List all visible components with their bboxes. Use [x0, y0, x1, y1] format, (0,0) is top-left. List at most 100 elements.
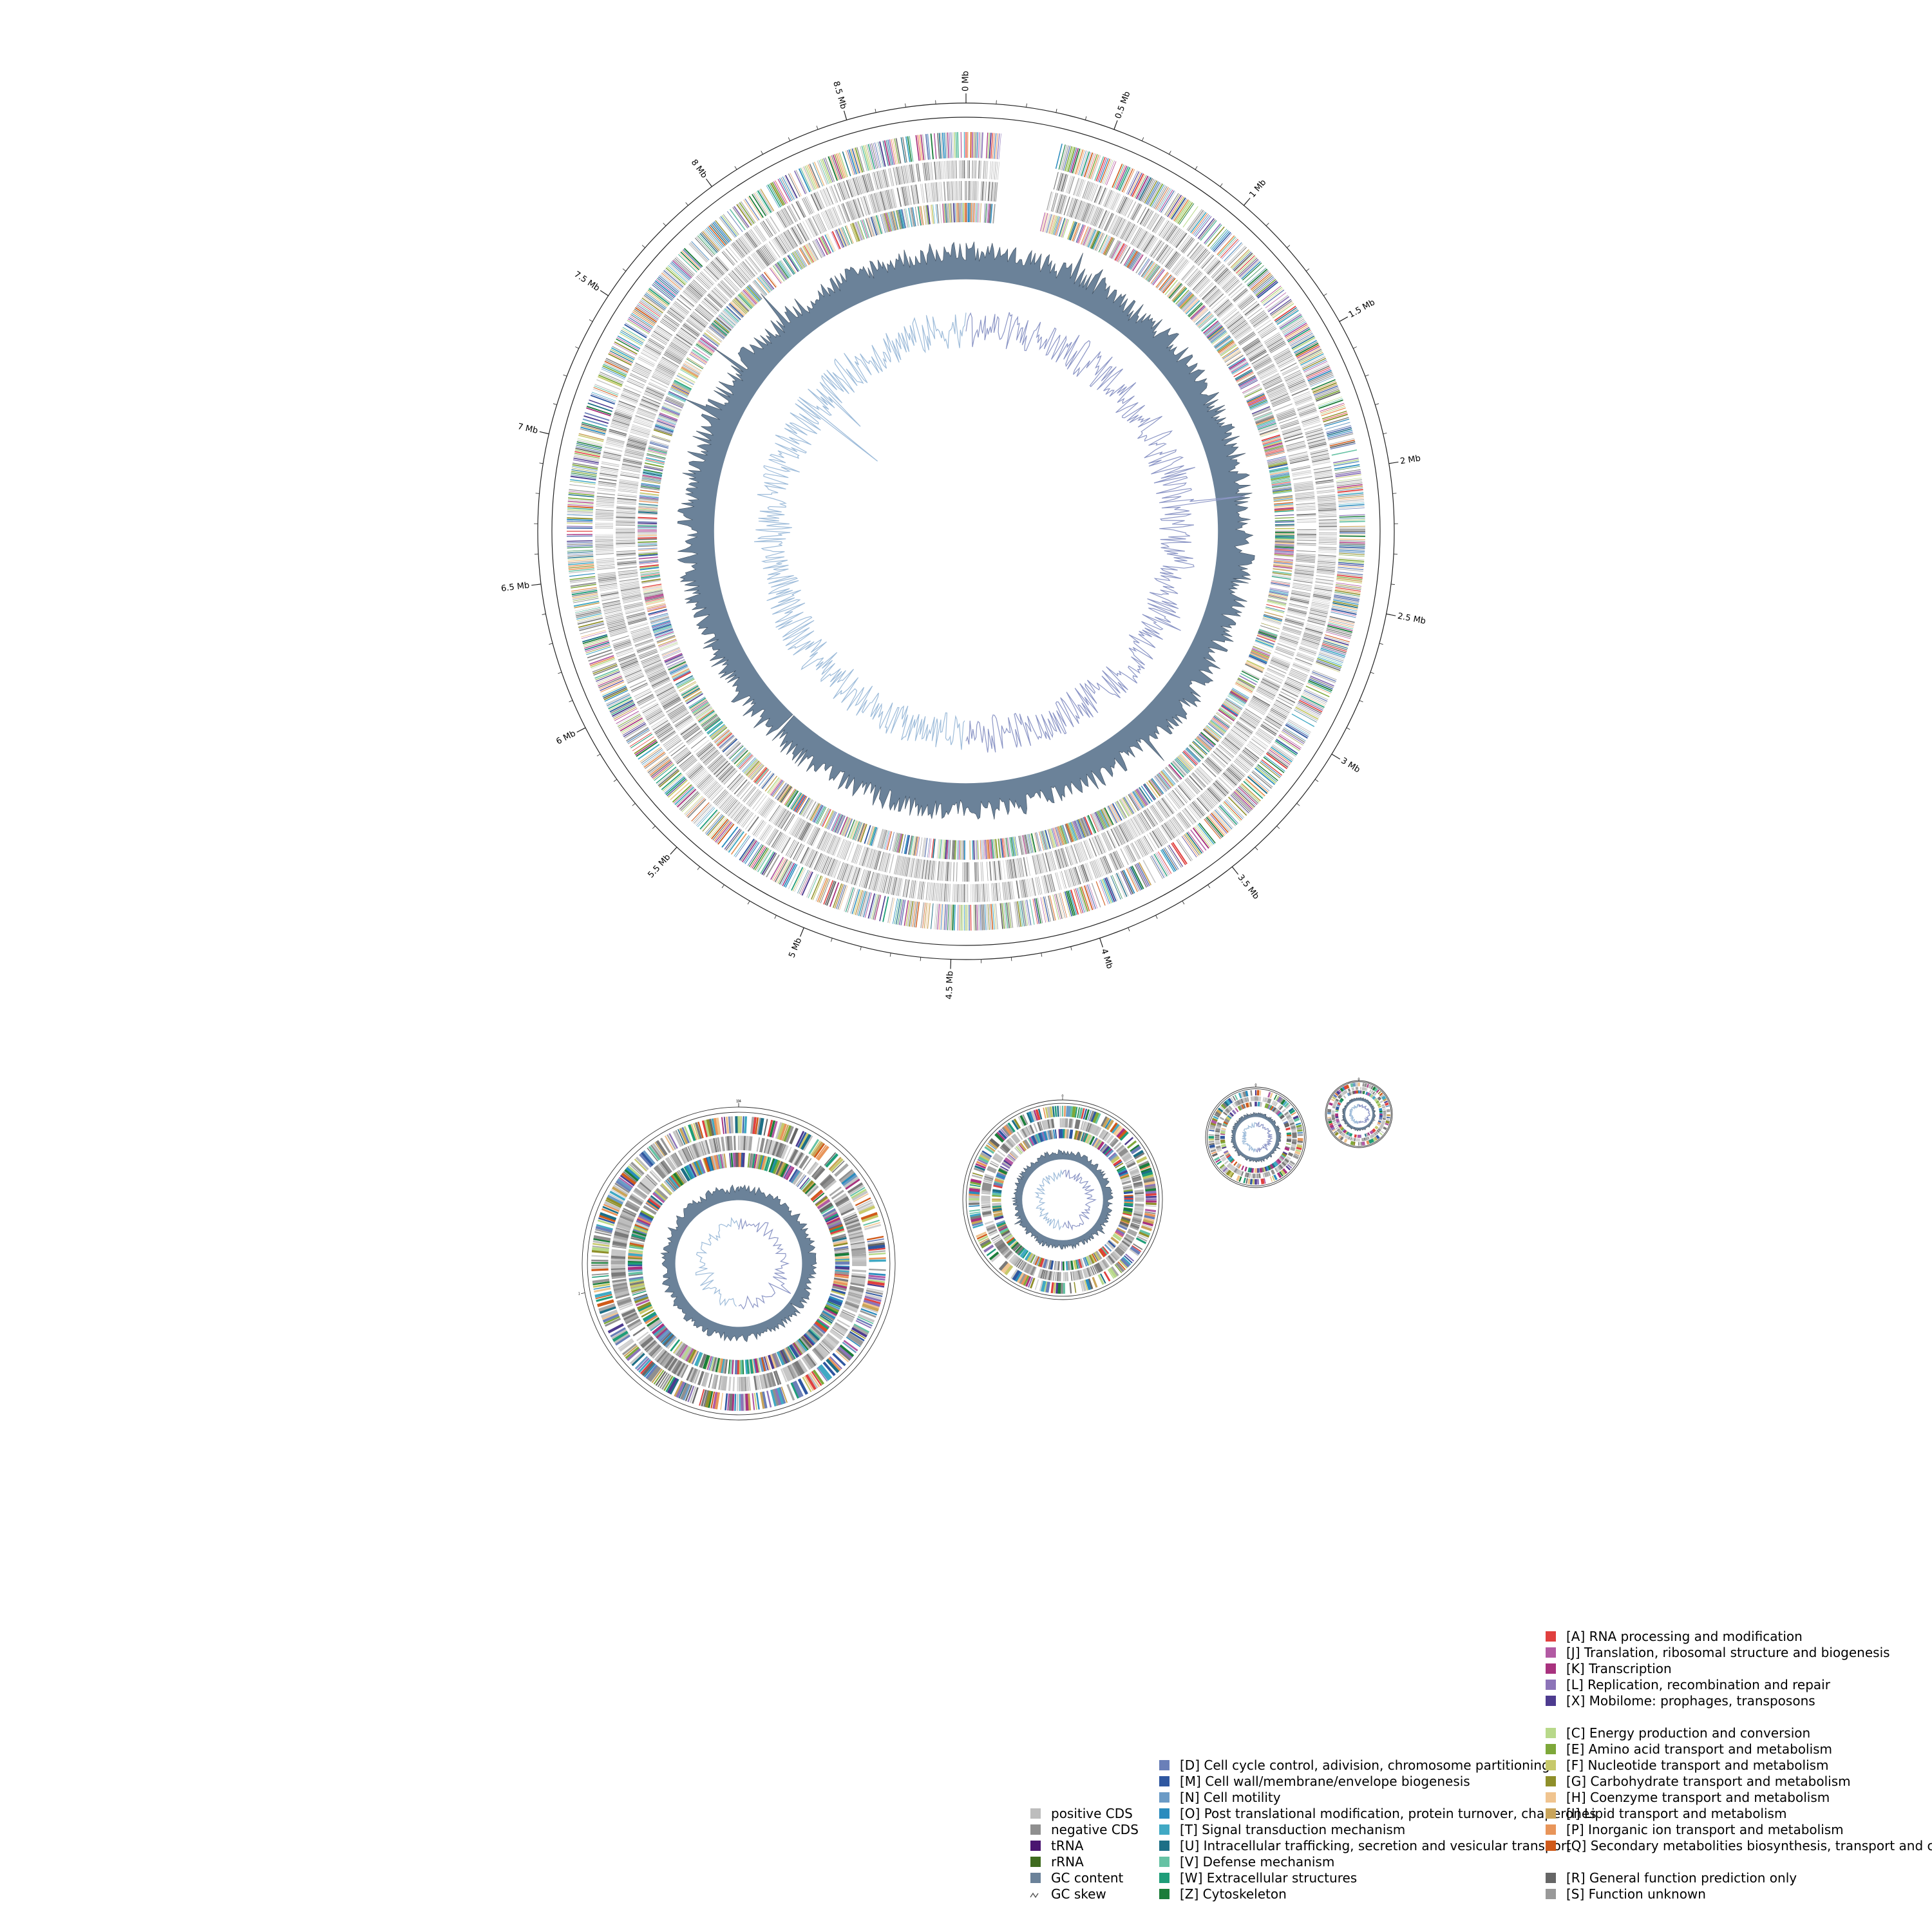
feature-mark	[925, 903, 929, 929]
feature-mark	[632, 736, 654, 752]
feature-mark	[574, 449, 601, 456]
feature-mark	[645, 709, 662, 719]
feature-mark	[1204, 761, 1218, 775]
feature-mark	[1222, 772, 1237, 786]
feature-mark	[1335, 472, 1361, 478]
feature-mark	[1177, 785, 1191, 801]
feature-mark	[1077, 201, 1086, 220]
feature-mark	[952, 904, 954, 931]
feature-mark	[717, 316, 732, 330]
feature-mark	[676, 334, 693, 346]
feature-mark	[887, 897, 894, 923]
feature-mark	[1171, 790, 1185, 806]
feature-mark	[683, 364, 700, 375]
feature-mark	[612, 416, 631, 423]
feature-mark	[853, 147, 862, 173]
feature-mark	[1238, 754, 1254, 767]
feature-mark	[1076, 887, 1085, 913]
feature-mark	[604, 446, 623, 452]
feature-mark	[1213, 782, 1227, 797]
feature-mark	[915, 858, 920, 878]
feature-mark	[1339, 546, 1365, 549]
feature-mark	[1316, 571, 1335, 576]
feature-mark	[1305, 430, 1323, 437]
feature-mark	[1114, 243, 1125, 261]
feature-mark	[1223, 349, 1240, 361]
feature-mark	[643, 587, 663, 592]
feature-mark	[875, 851, 882, 870]
feature-mark	[846, 225, 854, 244]
feature-mark	[1076, 149, 1085, 175]
feature-mark	[927, 133, 931, 160]
feature-mark	[668, 345, 686, 357]
feature-mark	[927, 860, 931, 880]
feature-mark	[731, 747, 746, 762]
feature-mark	[1145, 263, 1157, 280]
feature-mark	[1273, 560, 1293, 564]
feature-mark	[816, 238, 826, 256]
feature-mark	[1260, 429, 1279, 437]
minor-tick	[569, 700, 573, 703]
gc-content-track	[677, 242, 1255, 820]
feature-mark	[845, 202, 853, 221]
feature-mark	[774, 859, 788, 882]
forward-cog-ring	[591, 1116, 886, 1411]
feature-mark	[1046, 852, 1052, 871]
feature-mark	[843, 864, 850, 882]
feature-mark	[1232, 288, 1247, 301]
feature-mark	[652, 621, 671, 629]
feature-mark	[1256, 689, 1274, 699]
feature-mark	[1218, 777, 1233, 791]
feature-mark	[1157, 220, 1168, 236]
feature-mark	[1026, 900, 1032, 925]
feature-mark	[1194, 826, 1211, 848]
feature-mark	[604, 690, 629, 702]
feature-mark	[661, 272, 682, 290]
feature-mark	[1216, 712, 1232, 725]
feature-mark	[638, 507, 658, 510]
tick-label: 1.4	[736, 1099, 741, 1103]
feature-mark	[1265, 607, 1285, 614]
feature-mark	[873, 142, 880, 168]
feature-mark	[650, 615, 669, 621]
feature-mark	[1151, 778, 1164, 794]
feature-mark	[1337, 486, 1363, 490]
feature-mark	[681, 793, 701, 812]
feature-mark	[867, 826, 875, 846]
feature-mark	[833, 838, 842, 857]
feature-mark	[993, 861, 997, 881]
feature-mark	[1086, 862, 1094, 880]
feature-mark	[919, 881, 922, 900]
feature-mark	[812, 193, 821, 211]
feature-mark	[567, 546, 593, 549]
feature-mark	[1192, 275, 1206, 290]
feature-mark	[568, 494, 594, 498]
feature-mark	[840, 182, 848, 200]
feature-mark	[1298, 649, 1316, 656]
feature-mark	[994, 883, 997, 902]
feature-mark	[850, 149, 858, 174]
feature-mark	[654, 370, 672, 381]
feature-mark	[871, 143, 878, 169]
feature-mark	[884, 875, 889, 894]
feature-mark	[817, 191, 825, 209]
feature-mark	[824, 810, 834, 828]
feature-mark	[1305, 365, 1330, 377]
feature-mark	[639, 567, 659, 571]
feature-mark	[597, 1299, 614, 1307]
feature-mark	[595, 670, 620, 681]
feature-mark	[635, 640, 654, 648]
feature-mark	[926, 860, 930, 880]
feature-mark	[733, 806, 745, 820]
feature-mark	[662, 649, 681, 658]
feature-mark	[673, 258, 694, 278]
feature-mark	[754, 226, 766, 242]
feature-mark	[1339, 515, 1365, 518]
feature-mark	[791, 1381, 802, 1398]
feature-mark	[721, 737, 737, 752]
feature-mark	[1287, 377, 1304, 386]
feature-mark	[1228, 694, 1245, 705]
feature-mark	[1314, 473, 1332, 477]
feature-mark	[661, 772, 682, 790]
feature-mark	[791, 793, 803, 811]
